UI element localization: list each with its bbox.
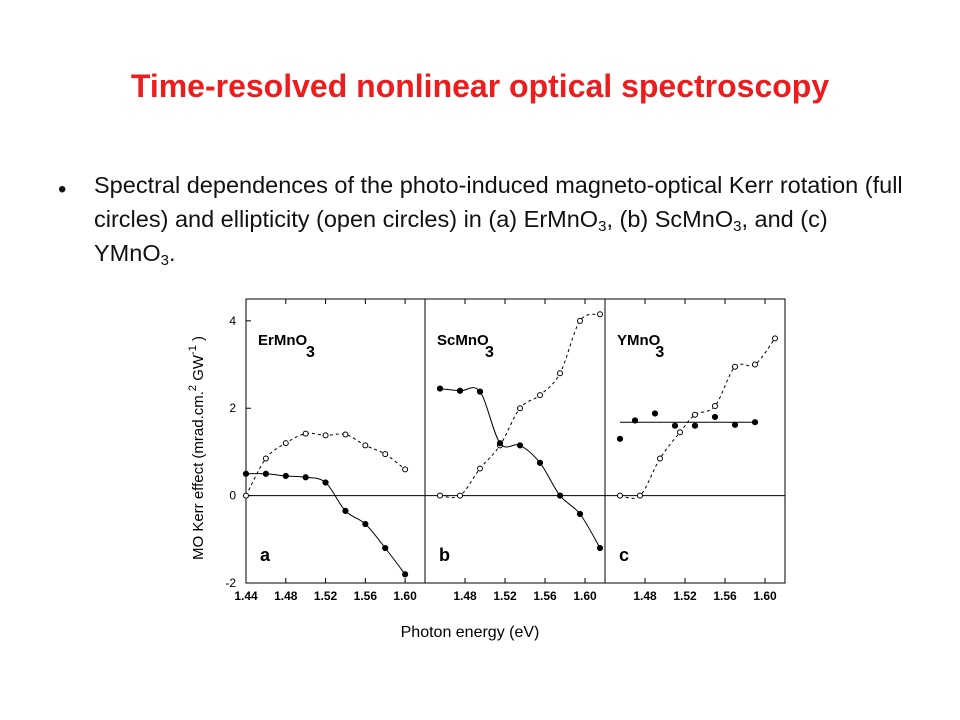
rotation-fit-line — [439, 387, 601, 549]
ellipticity-point — [557, 370, 563, 377]
bullet-text: Spectral dependences of the photo-induce… — [94, 168, 914, 270]
rotation-point — [516, 442, 524, 449]
panel-compound-subscript: 3 — [485, 344, 494, 361]
y-tick-label: 4 — [229, 314, 236, 328]
rotation-point — [671, 422, 679, 429]
ellipticity-point — [732, 363, 738, 370]
panel-compound-subscript: 3 — [306, 344, 315, 361]
subscript: 3 — [598, 218, 607, 235]
x-tick-label: 1.48 — [453, 589, 477, 603]
rotation-point — [596, 544, 604, 552]
rotation-point — [436, 385, 444, 392]
rotation-point — [496, 440, 504, 447]
rotation-point — [342, 507, 349, 515]
ellipticity-fit-line — [619, 338, 776, 499]
rotation-point — [476, 388, 484, 395]
rotation-point — [691, 422, 699, 429]
rotation-point — [651, 410, 659, 417]
panel-letter: c — [619, 545, 629, 565]
slide-title: Time-resolved nonlinear optical spectros… — [130, 68, 830, 104]
rotation-point — [242, 470, 250, 477]
x-tick-label: 1.44 — [234, 589, 258, 603]
rotation-point — [322, 479, 329, 486]
ellipticity-point — [477, 465, 483, 472]
ellipticity-point — [342, 431, 349, 438]
ellipticity-point — [712, 403, 718, 410]
x-tick-label: 1.56 — [354, 589, 378, 603]
panel-compound-label: YMnO — [617, 332, 661, 349]
rotation-point — [362, 520, 369, 528]
bullet-text-part: , (b) ScMnO — [606, 206, 734, 232]
y-tick-label: 0 — [229, 489, 236, 503]
panel-letter: a — [260, 545, 271, 565]
panel-compound-label: ScMnO — [437, 332, 489, 349]
x-tick-label: 1.60 — [393, 589, 417, 603]
ellipticity-point — [692, 411, 698, 418]
rotation-point — [751, 419, 759, 426]
x-axis-label: Photon energy (eV) — [401, 624, 540, 641]
ellipticity-point — [537, 392, 543, 399]
ellipticity-point — [577, 317, 583, 324]
panel-compound-label: ErMnO — [258, 332, 308, 349]
rotation-point — [262, 470, 269, 477]
ellipticity-point — [752, 361, 758, 368]
ellipticity-point — [282, 440, 289, 447]
ellipticity-point — [302, 430, 309, 437]
rotation-point — [731, 421, 739, 428]
ellipticity-point — [657, 455, 663, 462]
ellipticity-point — [402, 466, 409, 473]
rotation-point — [556, 492, 564, 499]
rotation-point — [302, 474, 309, 481]
panel-letter: b — [439, 545, 450, 565]
ellipticity-point — [517, 405, 523, 412]
x-tick-label: 1.48 — [633, 589, 657, 603]
x-tick-label: 1.52 — [314, 589, 338, 603]
bullet-mark: • — [58, 176, 67, 203]
bullet-text-part: . — [168, 240, 176, 266]
panel-frame — [604, 298, 786, 584]
ellipticity-point — [382, 451, 389, 458]
x-tick-label: 1.56 — [713, 589, 737, 603]
rotation-point — [536, 459, 544, 466]
rotation-point — [711, 413, 719, 421]
x-tick-label: 1.60 — [573, 589, 597, 603]
rotation-point — [631, 417, 639, 424]
x-tick-label: 1.56 — [533, 589, 557, 603]
rotation-point — [382, 544, 389, 552]
ellipticity-point — [437, 492, 443, 499]
x-tick-label: 1.48 — [274, 589, 298, 603]
y-axis-label: MO Kerr effect (mrad.cm.2 GW-1 ) — [187, 336, 207, 560]
rotation-point — [576, 510, 584, 518]
bullet-text-part: , and (c) YMnO — [94, 206, 828, 266]
x-tick-label: 1.60 — [753, 589, 777, 603]
subscript: 3 — [733, 218, 742, 235]
ellipticity-point — [243, 492, 249, 499]
ellipticity-point — [597, 311, 603, 318]
ellipticity-fit-line — [245, 432, 406, 496]
ellipticity-point — [457, 492, 463, 499]
ellipticity-point — [362, 442, 369, 449]
x-tick-label: 1.52 — [673, 589, 697, 603]
ellipticity-point — [772, 335, 778, 342]
bullet-text-part: Spectral dependences of the photo-induce… — [94, 172, 903, 232]
subscript: 3 — [160, 252, 169, 269]
y-tick-label: 2 — [229, 401, 236, 415]
rotation-point — [456, 387, 464, 394]
ellipticity-point — [322, 432, 329, 439]
x-tick-label: 1.52 — [493, 589, 517, 603]
ellipticity-point — [677, 429, 683, 436]
rotation-point — [282, 472, 289, 480]
panel-compound-subscript: 3 — [655, 344, 664, 361]
y-tick-label: -2 — [225, 576, 236, 590]
ellipticity-point — [617, 492, 623, 499]
ellipticity-point — [262, 455, 269, 462]
ellipticity-point — [637, 492, 643, 499]
rotation-point — [402, 571, 409, 578]
rotation-point — [616, 435, 624, 442]
